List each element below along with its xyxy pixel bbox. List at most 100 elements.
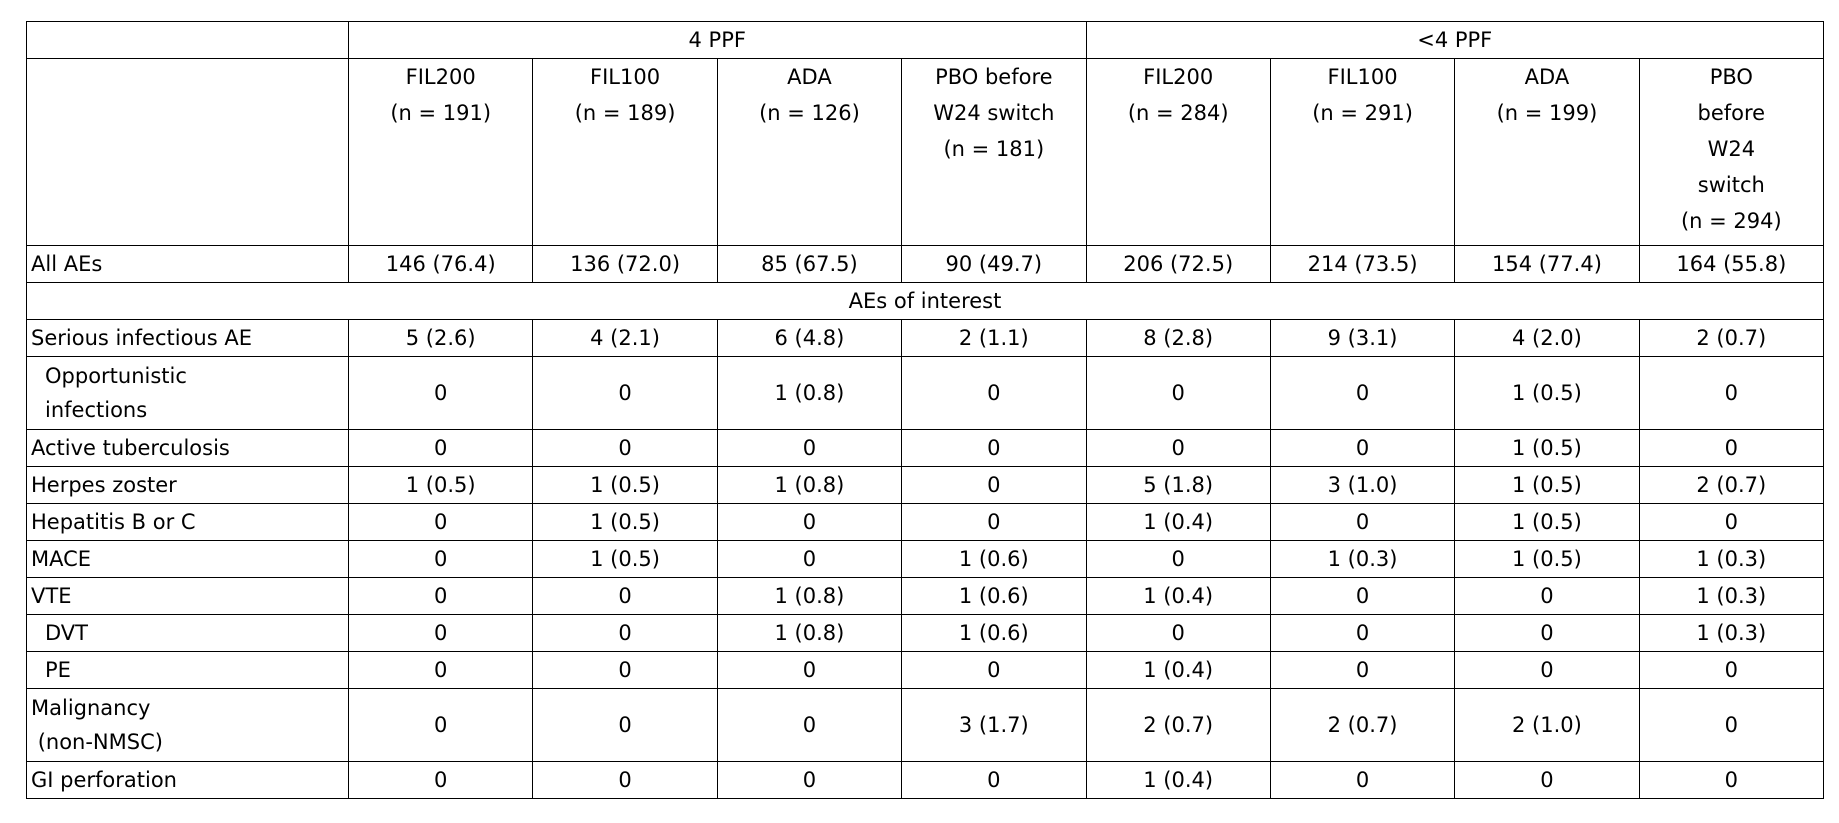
cell-value: 2 (0.7) [1638,319,1825,357]
header-line: ADA [787,65,832,89]
cell-value: 0 [901,651,1087,689]
data-row: GI perforation 0 0 0 0 1 (0.4) 0 0 0 [26,761,1825,799]
cell-value: 1 (0.8) [716,466,903,504]
cell-value: 0 [1269,429,1456,467]
data-row: Serious infectious AE 5 (2.6) 4 (2.1) 6 (4.… [26,319,1825,357]
header-line: PBO [1709,65,1753,89]
cell-value: 1 (0.6) [901,540,1087,578]
cell-value: 0 [347,761,534,799]
header-line: W24 [1707,137,1756,161]
cell-value: 0 [1269,503,1456,541]
cell-value: 0 [1638,761,1825,799]
cell-value: 0 [716,651,903,689]
cell-value: 214 (73.5) [1269,245,1456,283]
cell-value: 0 [1454,577,1640,615]
cell-value: 1 (0.3) [1638,614,1825,652]
cell-value: 0 [901,356,1087,430]
cell-value: 1 (0.6) [901,577,1087,615]
column-header: FIL100 (n = 291) [1269,58,1456,246]
cell-value: 1 (0.5) [532,540,718,578]
data-row: Opportunistic infections 0 0 1 (0.8) 0 0 0 1 (0… [26,356,1825,430]
cell-value: 0 [1085,429,1271,467]
column-header: ADA (n = 199) [1454,58,1640,246]
cell-value: 164 (55.8) [1638,245,1825,283]
cell-value: 0 [1269,651,1456,689]
cell-value: 4 (2.1) [532,319,718,357]
row-label: VTE [26,577,349,615]
cell-value: 1 (0.4) [1085,761,1271,799]
data-row: Malignancy (non-NMSC) 0 0 0 3 (1.7) 2 (0.7) 2 … [26,688,1825,762]
cell-value: 1 (0.8) [716,356,903,430]
row-label: Herpes zoster [26,466,349,504]
cell-value: 0 [532,577,718,615]
data-row: All AEs 146 (76.4) 136 (72.0) 85 (67.5) 90 (… [26,245,1825,283]
cell-value: 0 [347,614,534,652]
header-line: ADA [1524,65,1570,89]
cell-value: 0 [1638,356,1825,430]
cell-value: 0 [347,688,534,762]
cell-value: 9 (3.1) [1269,319,1456,357]
header-line: before [1697,101,1766,125]
cell-value: 5 (1.8) [1085,466,1271,504]
column-header: PBO before W24 switch (n = 181) [901,58,1087,246]
cell-value: 1 (0.3) [1638,540,1825,578]
cell-value: 0 [532,761,718,799]
row-label: Serious infectious AE [26,319,349,357]
cell-value: 0 [347,651,534,689]
table-body: 4 PPF <4 PPF FIL200 (n = 191) FIL100 (n = 189… [26,21,1825,799]
cell-value: 0 [716,503,903,541]
cell-value: 0 [716,688,903,762]
cell-value: 0 [1454,614,1640,652]
cell-value: 136 (72.0) [532,245,718,283]
cell-value: 3 (1.0) [1269,466,1456,504]
cell-value: 0 [347,540,534,578]
header-line: FIL200 [1143,65,1214,89]
cell-value: 1 (0.8) [716,577,903,615]
cell-value: 0 [1269,761,1456,799]
row-label: Active tuberculosis [26,429,349,467]
cell-value: 2 (0.7) [1085,688,1271,762]
cell-value: 0 [901,503,1087,541]
cell-value: 4 (2.0) [1454,319,1640,357]
cell-value: 1 (0.5) [1454,503,1640,541]
cell-value: 8 (2.8) [1085,319,1271,357]
row-label: Hepatitis B or C [26,503,349,541]
header-line: W24 switch [933,101,1055,125]
cell-value: 0 [901,466,1087,504]
cell-value: 0 [1269,356,1456,430]
header-line: (n = 294) [1680,209,1782,233]
ae-table: 4 PPF <4 PPF FIL200 (n = 191) FIL100 (n = 189… [26,21,1825,799]
row-label: DVT [26,614,349,652]
cell-value: 2 (1.0) [1454,688,1640,762]
cell-value: 0 [347,429,534,467]
cell-value: 1 (0.5) [532,466,718,504]
cell-value: 2 (0.7) [1638,466,1825,504]
cell-value: 0 [532,429,718,467]
cell-value: 1 (0.5) [1454,540,1640,578]
cell-value: 2 (1.1) [901,319,1087,357]
cell-value: 6 (4.8) [716,319,903,357]
header-line: PBO before [935,65,1053,89]
cell-value: 0 [1638,429,1825,467]
cell-value: 3 (1.7) [901,688,1087,762]
group-row: 4 PPF <4 PPF [26,21,1824,59]
row-label: MACE [26,540,349,578]
header-line: FIL200 [405,65,476,89]
header-line: (n = 126) [759,101,860,125]
cell-value: 1 (0.4) [1085,577,1271,615]
row-label: Malignancy (non-NMSC) [26,688,349,762]
cell-value: 0 [1638,688,1825,762]
section-label: AEs of interest [26,282,1824,320]
cell-value: 0 [901,761,1087,799]
header-line: FIL100 [590,65,661,89]
data-row: Herpes zoster 1 (0.5) 1 (0.5) 1 (0.8) 0 5 (1.… [26,466,1825,504]
header-row: FIL200 (n = 191) FIL100 (n = 189) ADA (n = 12… [26,58,1825,246]
group-header: <4 PPF [1085,21,1824,59]
data-row: Active tuberculosis 0 0 0 0 0 0 1 (0.5) 0 [26,429,1825,467]
column-header: FIL200 (n = 284) [1085,58,1271,246]
cell-value: 0 [1269,577,1456,615]
cell-value: 0 [1638,503,1825,541]
header-line: (n = 191) [390,101,492,125]
